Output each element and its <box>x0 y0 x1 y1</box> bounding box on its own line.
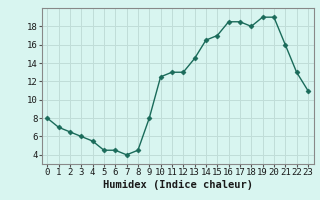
X-axis label: Humidex (Indice chaleur): Humidex (Indice chaleur) <box>103 180 252 190</box>
